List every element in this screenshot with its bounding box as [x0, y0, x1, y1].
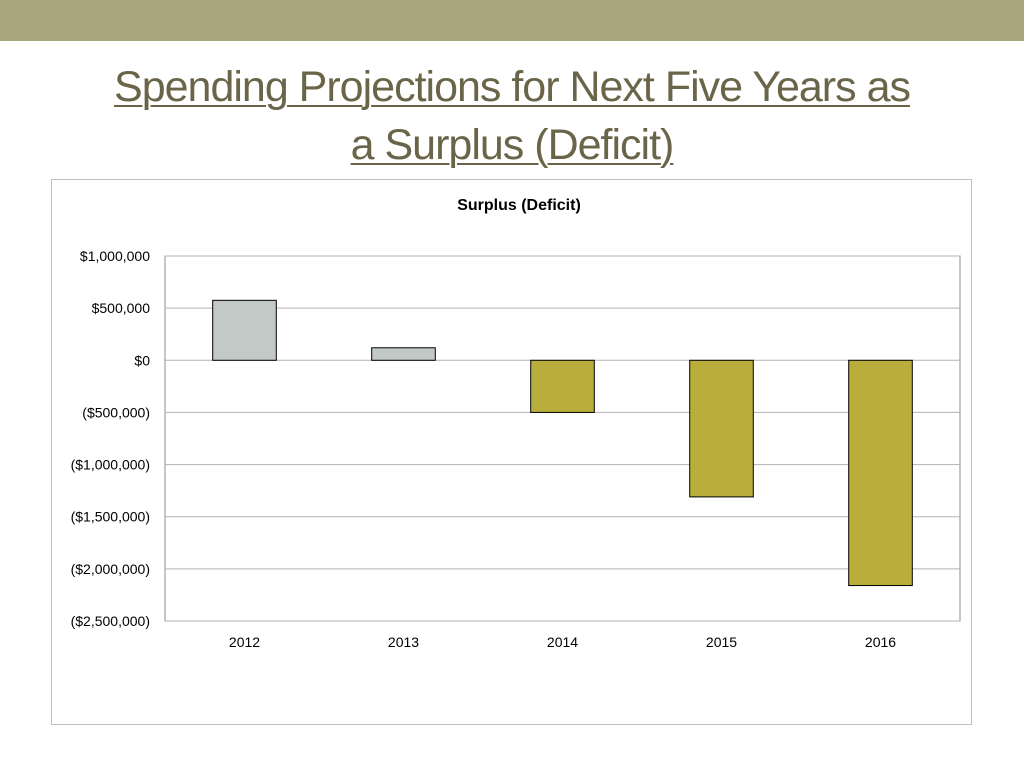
chart-title: Surplus (Deficit): [457, 197, 581, 214]
bar-chart: Surplus (Deficit) $1,000,000 $500,000 $0 ($…: [71, 197, 961, 650]
y-tick-label: ($1,000,000): [71, 457, 150, 473]
bar-2016: [848, 359, 913, 587]
y-tick-label: ($2,500,000): [71, 613, 150, 629]
x-tick-label: 2012: [229, 634, 260, 650]
bar-2013: [371, 347, 436, 361]
x-tick-label: 2013: [388, 634, 419, 650]
y-tick-label: $0: [134, 352, 150, 368]
y-tick-label: ($500,000): [82, 404, 150, 420]
x-tick-label: 2016: [865, 634, 896, 650]
y-tick-label: $1,000,000: [80, 248, 150, 264]
slide-title: Spending Projections for Next Five Years…: [40, 58, 984, 174]
slide-title-line-1: Spending Projections for Next Five Years…: [114, 63, 911, 111]
y-tick-label: ($1,500,000): [71, 509, 150, 525]
header-band: [0, 0, 1024, 41]
x-tick-label: 2015: [706, 634, 737, 650]
bar-2012: [212, 299, 277, 361]
y-tick-label: $500,000: [92, 300, 151, 316]
plot-area-frame: [164, 255, 961, 622]
chart-container: Surplus (Deficit) $1,000,000 $500,000 $0 ($…: [51, 179, 972, 725]
y-tick-label: ($2,000,000): [71, 561, 150, 577]
bar-2015: [689, 359, 754, 498]
slide-title-line-2: a Surplus (Deficit): [350, 121, 675, 169]
bar-2014: [530, 359, 595, 413]
x-tick-label: 2014: [547, 634, 578, 650]
